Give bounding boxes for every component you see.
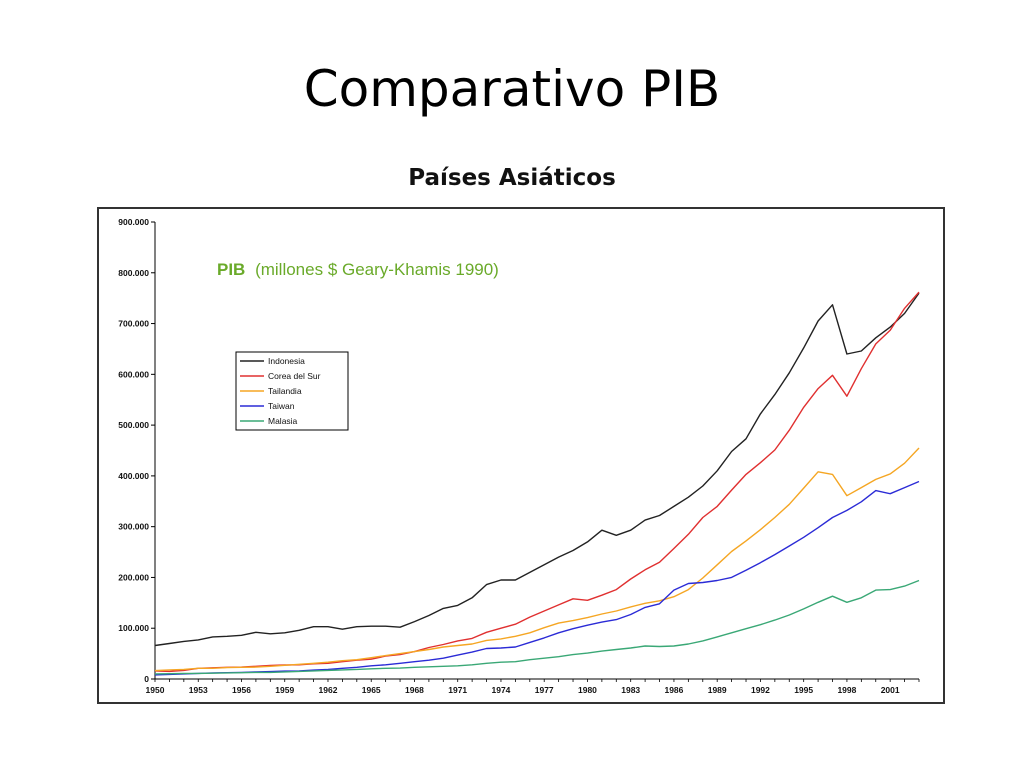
series-line-malasia — [154, 579, 920, 675]
chart-title-rest: (millones $ Geary-Khamis 1990) — [255, 260, 499, 279]
x-tick-label: 1959 — [275, 685, 294, 695]
slide-subtitle: Países Asiáticos — [408, 165, 616, 191]
slide-title: Comparativo PIB — [303, 60, 721, 118]
x-tick-label: 1974 — [492, 685, 511, 695]
legend-label: Taiwan — [268, 401, 295, 411]
x-tick-label: 1989 — [708, 685, 727, 695]
y-tick-label: 400.000 — [118, 471, 149, 481]
y-tick-label: 800.000 — [118, 268, 149, 278]
x-tick-label: 1965 — [362, 685, 381, 695]
y-tick-label: 300.000 — [118, 522, 149, 532]
legend-label: Indonesia — [268, 356, 305, 366]
chart-frame: PIB (millones $ Geary-Khamis 1990) 0 100.… — [97, 207, 945, 704]
x-tick-label: 1995 — [794, 685, 813, 695]
x-tick-label: 2001 — [881, 685, 900, 695]
series-line-corea-del-sur — [154, 291, 920, 673]
x-tick-label: 1986 — [664, 685, 683, 695]
x-tick-label: 1998 — [837, 685, 856, 695]
chart-title: PIB (millones $ Geary-Khamis 1990) — [217, 260, 499, 279]
gdp-line-chart: PIB (millones $ Geary-Khamis 1990) 0 100.… — [118, 217, 920, 695]
y-tick-label: 600.000 — [118, 369, 149, 379]
y-tick-label: 500.000 — [118, 420, 149, 430]
series-line-tailandia — [154, 447, 920, 672]
x-tick-label: 1950 — [146, 685, 165, 695]
x-tick-label: 1962 — [319, 685, 338, 695]
x-tick-label: 1971 — [448, 685, 467, 695]
y-tick-label: 900.000 — [118, 217, 149, 227]
y-tick-label: 200.000 — [118, 572, 149, 582]
x-tick-label: 1983 — [621, 685, 640, 695]
chart-title-bold: PIB — [217, 260, 245, 279]
x-tick-label: 1992 — [751, 685, 770, 695]
x-tick-label: 1953 — [189, 685, 208, 695]
legend-label: Malasia — [268, 416, 298, 426]
x-tick-label: 1977 — [535, 685, 554, 695]
x-tick-label: 1980 — [578, 685, 597, 695]
x-tick-label: 1956 — [232, 685, 251, 695]
series-line-indonesia — [154, 292, 920, 647]
y-tick-label: 0 — [144, 674, 149, 684]
series-line-taiwan — [154, 480, 920, 676]
y-tick-label: 700.000 — [118, 319, 149, 329]
legend-label: Corea del Sur — [268, 371, 321, 381]
y-tick-label: 100.000 — [118, 623, 149, 633]
x-tick-label: 1968 — [405, 685, 424, 695]
legend-label: Tailandia — [268, 386, 302, 396]
